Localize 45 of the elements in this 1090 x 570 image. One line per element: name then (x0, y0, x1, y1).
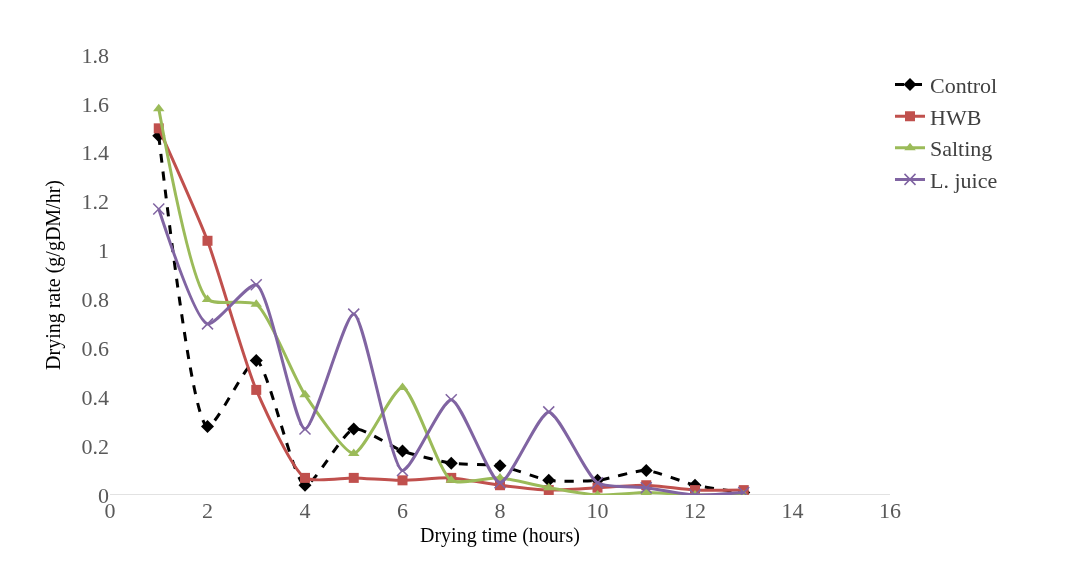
point (202, 235, 213, 246)
legend-label: L. juice (930, 167, 998, 193)
x-tick-label: 4 (299, 498, 311, 523)
point (542, 405, 555, 419)
point (152, 202, 165, 216)
point (396, 444, 409, 458)
y-tick-label: 0.8 (81, 287, 109, 313)
legend-label: HWB (930, 104, 982, 130)
legend-label: Control (930, 73, 998, 99)
x-tick-label: 2 (202, 498, 213, 523)
point (251, 384, 262, 395)
point (444, 456, 458, 470)
y-axis-title: Drying rate (g/gDM/hr) (42, 180, 65, 370)
point (396, 464, 409, 477)
point (348, 472, 359, 483)
point (542, 473, 556, 487)
y-tick-label: 1.4 (81, 140, 109, 166)
point (493, 476, 507, 490)
point (201, 420, 214, 434)
x-tick-label: 12 (684, 498, 706, 523)
x-tick-label: 6 (397, 498, 408, 523)
point (249, 354, 263, 368)
x-tick-label: 8 (494, 498, 506, 523)
point (493, 459, 507, 473)
x-tick-label: 14 (781, 498, 804, 523)
y-tick-label: 1.2 (81, 189, 109, 215)
point (347, 307, 360, 321)
point (347, 422, 361, 436)
y-tick-label: 1.6 (81, 91, 109, 117)
legend-label: Salting (930, 136, 993, 162)
y-tick-label: 1 (98, 238, 109, 264)
point (250, 278, 263, 292)
x-tick-label: 16 (879, 498, 901, 523)
point (201, 317, 214, 331)
y-tick-label: 0.4 (81, 384, 109, 410)
y-tick-label: 0.6 (81, 336, 109, 362)
point (397, 475, 408, 486)
point (445, 393, 458, 406)
y-tick-label: 0.2 (81, 433, 109, 459)
x-tick-label: 10 (586, 498, 609, 523)
y-tick-label: 1.8 (81, 42, 109, 68)
point (299, 389, 311, 398)
point (639, 464, 653, 478)
x-axis-title: Drying time (hours) (420, 523, 580, 547)
point (300, 472, 310, 483)
